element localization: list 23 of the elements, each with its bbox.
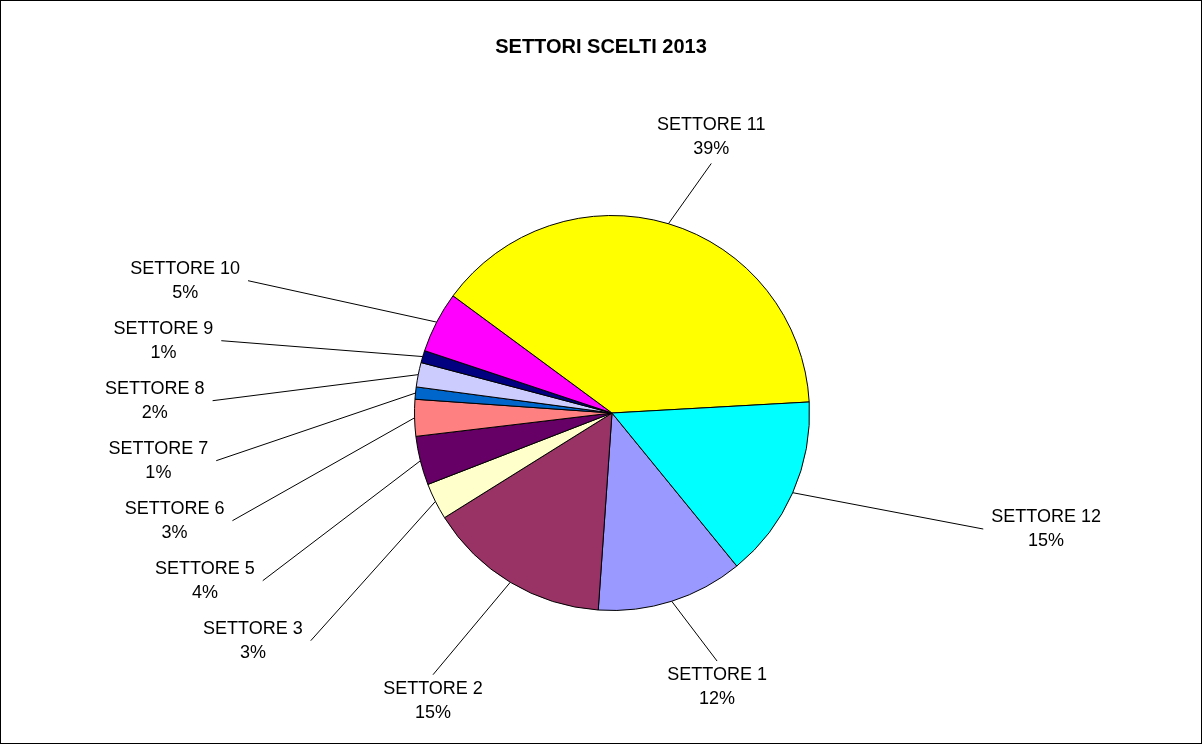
data-label: 1% [145, 461, 172, 482]
slice-label: SETTORE 6 [124, 497, 225, 518]
data-label: 2% [141, 401, 168, 422]
data-label: 1% [150, 341, 177, 362]
data-label: 15% [415, 701, 452, 722]
data-label: 5% [172, 281, 199, 302]
data-label: 12% [699, 688, 736, 709]
data-label: 3% [239, 641, 266, 662]
slice-label: SETTORE 10 [130, 257, 241, 278]
slice-label: SETTORE 3 [203, 617, 303, 638]
slice-label: SETTORE 12 [991, 505, 1101, 526]
slice-label: SETTORE 1 [667, 664, 767, 685]
slice-label: SETTORE 8 [104, 377, 205, 398]
data-label: 39% [693, 138, 730, 159]
slice-label: SETTORE 5 [155, 557, 255, 578]
data-label: 15% [1028, 529, 1065, 550]
slice-label: SETTORE 7 [108, 437, 209, 458]
slice-label: SETTORE 11 [657, 114, 766, 135]
chart-title: SETTORI SCELTI 2013 [494, 35, 708, 58]
slice-label: SETTORE 9 [113, 317, 214, 338]
data-label: 3% [161, 521, 188, 542]
data-label: 4% [191, 581, 218, 602]
slice-label: SETTORE 2 [383, 677, 483, 698]
